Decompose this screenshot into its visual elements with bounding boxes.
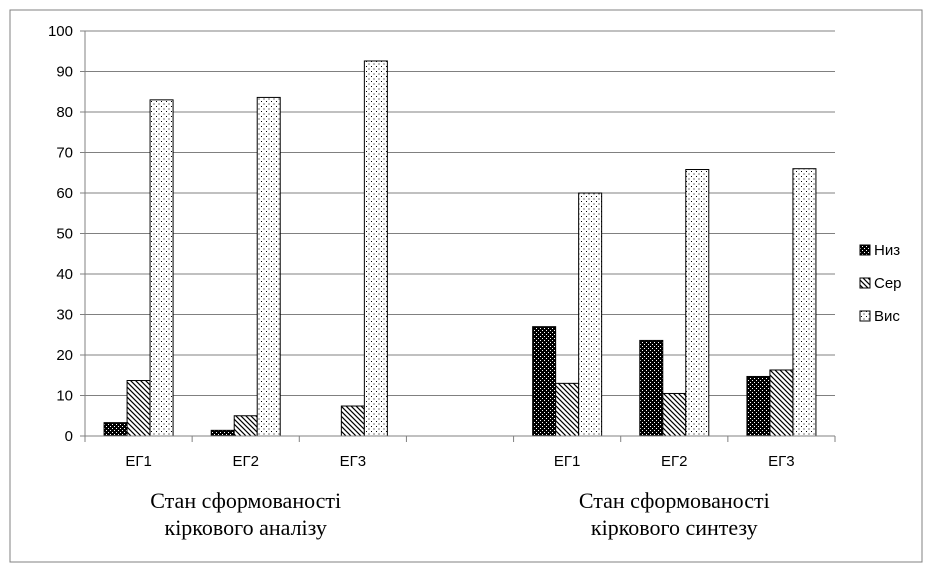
group-label: Стан сформованості: [150, 488, 341, 513]
bar-2-0: [149, 99, 174, 437]
legend-swatch: [859, 277, 871, 289]
group-label: кіркового синтезу: [591, 515, 758, 540]
x-category-label: ЕГ2: [661, 453, 687, 470]
y-tick-label: 70: [56, 145, 73, 162]
bar-1-0: [126, 380, 151, 437]
y-tick-label: 10: [56, 388, 73, 405]
y-tick-label: 40: [56, 266, 73, 283]
bar-2-1: [256, 96, 281, 437]
bar-0-1: [210, 429, 235, 437]
y-tick-label: 60: [56, 185, 73, 202]
bar-0-5: [639, 339, 664, 437]
group-label: кіркового аналізу: [165, 515, 327, 540]
y-tick-label: 90: [56, 64, 73, 81]
x-category-label: ЕГ3: [768, 453, 794, 470]
x-category-label: ЕГ1: [554, 453, 580, 470]
legend-label: Низ: [874, 242, 900, 259]
y-tick-label: 80: [56, 104, 73, 121]
group-label: Стан сформованості: [579, 488, 770, 513]
bars: [103, 60, 817, 437]
legend-label: Сер: [874, 275, 902, 292]
bar-1-1: [233, 415, 258, 437]
axes: [84, 31, 836, 442]
legend-label: Вис: [874, 308, 900, 325]
y-axis-ticks: 0 10 20 30 40 50 60 70 80 90 100: [48, 23, 85, 445]
y-tick-label: 0: [65, 428, 73, 445]
bar-0-6: [746, 375, 771, 437]
bar-0-4: [532, 326, 557, 437]
legend: Низ Сер Вис: [859, 242, 902, 325]
x-category-label: ЕГ3: [340, 453, 366, 470]
bar-2-2: [363, 60, 388, 437]
bar-1-2: [340, 405, 365, 437]
legend-swatch: [859, 244, 871, 256]
gridlines: [85, 30, 835, 396]
y-tick-label: 50: [56, 226, 73, 243]
bar-2-4: [578, 192, 603, 437]
bar-1-5: [662, 392, 687, 437]
bar-0-0: [103, 422, 128, 437]
x-category-label: ЕГ1: [125, 453, 151, 470]
bar-1-4: [555, 382, 580, 437]
bar-2-6: [792, 168, 817, 437]
bar-1-6: [769, 369, 794, 437]
y-tick-label: 100: [48, 23, 73, 40]
y-tick-label: 30: [56, 307, 73, 324]
bar-2-5: [685, 169, 710, 437]
y-tick-label: 20: [56, 347, 73, 364]
legend-swatch: [859, 310, 871, 322]
x-axis-labels: ЕГ1 ЕГ2 ЕГ3 ЕГ1 ЕГ2 ЕГ3: [125, 453, 794, 470]
chart-border: [9, 9, 923, 563]
x-category-label: ЕГ2: [232, 453, 258, 470]
